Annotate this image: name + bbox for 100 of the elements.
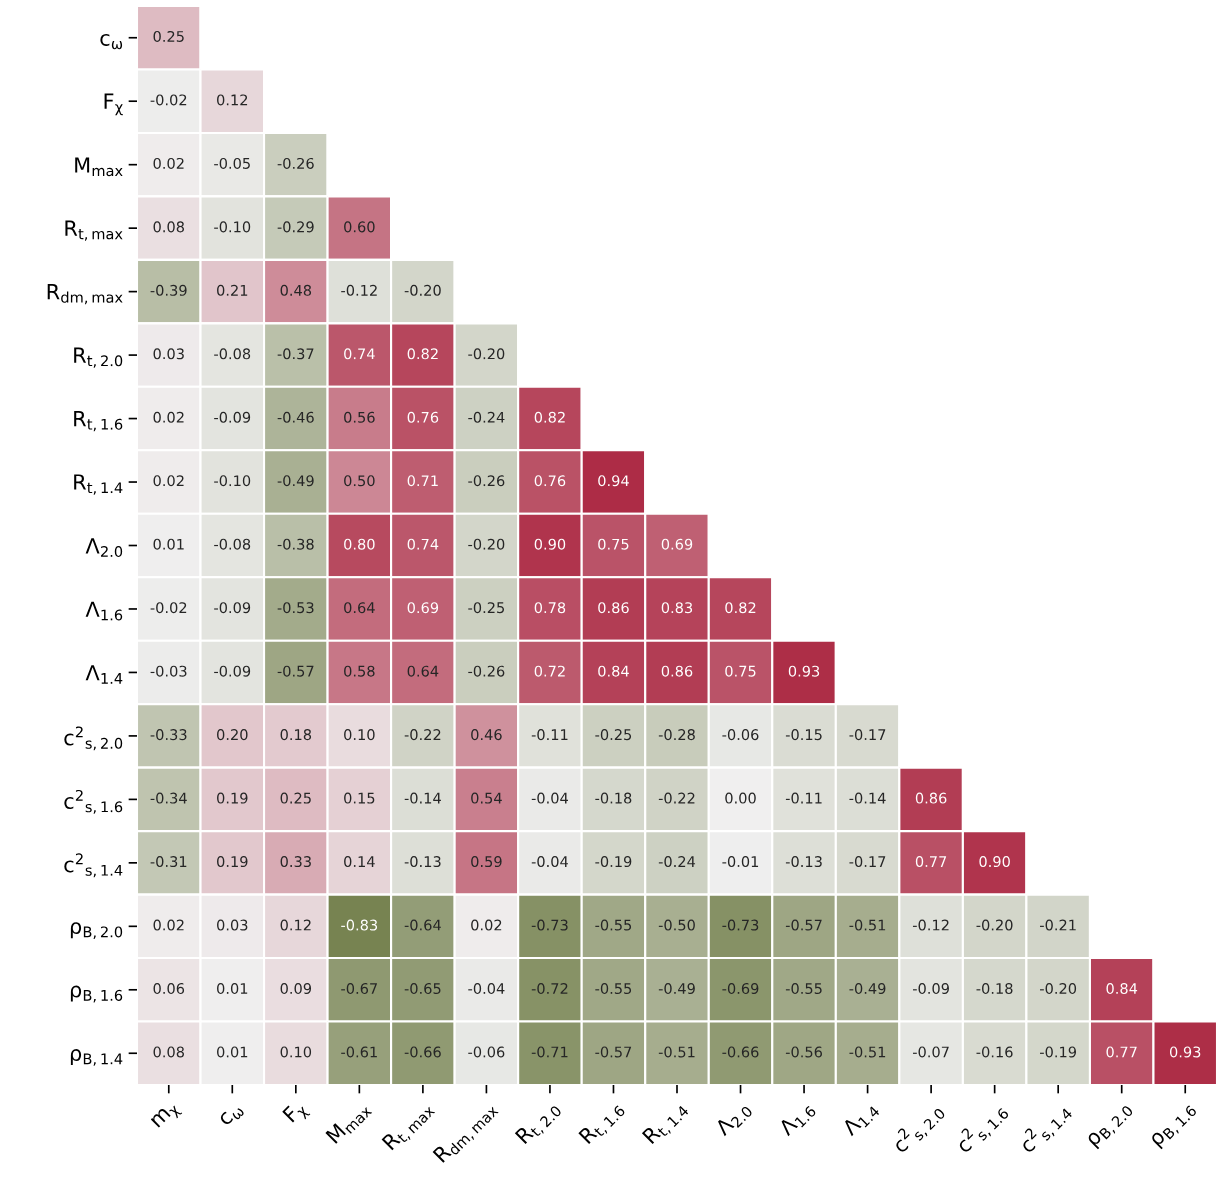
data-label: -0.02 (150, 94, 187, 106)
data-label: 0.90 (534, 538, 566, 550)
data-label: -0.65 (404, 982, 441, 995)
x-tick-label: R$_{t,1.6}$ (578, 1099, 627, 1148)
data-label: -0.17 (849, 729, 886, 741)
data-label: 0.25 (153, 30, 184, 42)
data-label: -0.11 (785, 792, 822, 804)
data-label: 0.93 (1169, 1046, 1201, 1058)
data-label: -0.20 (976, 919, 1013, 931)
data-label: -0.14 (849, 792, 886, 804)
data-label: 0.82 (407, 348, 438, 360)
data-label: -0.08 (214, 538, 251, 550)
data-label: 0.74 (407, 538, 439, 550)
data-label: -0.33 (150, 729, 187, 741)
y-tick-label: ρ$_{B,1.4}$ (70, 1049, 123, 1066)
data-label: -0.06 (468, 1046, 505, 1058)
y-tick-label: R$_{dm,max}$ (47, 284, 123, 305)
data-label: 0.19 (217, 792, 248, 804)
data-label: -0.51 (849, 919, 886, 931)
data-label: 0.14 (344, 856, 375, 868)
data-label: -0.28 (658, 729, 695, 741)
data-label: -0.22 (404, 729, 441, 741)
data-label: -0.55 (595, 919, 632, 931)
data-label: 0.12 (280, 919, 311, 931)
x-tick-label: R$_{t,1.4}$ (641, 1099, 691, 1148)
x-tick-label: Λ$_{1.6}$ (777, 1099, 817, 1139)
data-label: 0.60 (344, 221, 375, 233)
data-label: 0.90 (979, 856, 1010, 868)
data-label: -0.14 (404, 792, 441, 804)
data-label: -0.09 (214, 665, 251, 677)
data-label: 0.20 (217, 729, 248, 741)
data-label: -0.19 (595, 856, 632, 868)
y-tick-label: Λ$_{1.6}$ (85, 601, 123, 621)
data-label: 0.93 (788, 665, 820, 677)
data-label: 0.08 (153, 1046, 184, 1058)
data-label: 0.75 (725, 665, 756, 677)
x-tick-label: c$^{2}$$_{s,1.6}$ (952, 1099, 1011, 1158)
data-label: 0.84 (598, 665, 629, 677)
data-label: -0.19 (1040, 1046, 1077, 1058)
data-label: 0.46 (471, 729, 502, 741)
x-tick-label: F$_{χ}$ (282, 1098, 311, 1128)
data-label: 0.02 (471, 919, 502, 931)
data-label: 0.82 (725, 602, 756, 614)
data-label: -0.06 (722, 729, 759, 741)
data-label: -0.56 (785, 1046, 823, 1058)
data-label: 0.08 (153, 221, 184, 233)
data-label: 0.94 (598, 475, 629, 487)
data-label: -0.26 (468, 665, 505, 677)
data-label: 0.86 (598, 602, 629, 614)
x-tick-label: Λ$_{1.4}$ (841, 1099, 881, 1139)
y-tick-label: M$_{max}$ (75, 157, 123, 177)
data-label: -0.49 (658, 982, 695, 995)
data-label: -0.20 (404, 284, 441, 296)
data-label: 0.10 (344, 729, 375, 741)
data-label: 0.10 (280, 1046, 312, 1058)
data-label: -0.09 (214, 411, 251, 423)
data-label: 0.75 (598, 538, 629, 550)
data-label: -0.08 (214, 348, 251, 360)
data-label: 0.77 (1106, 1046, 1137, 1058)
y-tick-label: Λ$_{1.4}$ (85, 665, 123, 684)
data-label: -0.38 (277, 538, 314, 550)
data-label: 0.76 (407, 411, 439, 423)
data-label: 0.06 (153, 982, 185, 995)
data-label: -0.16 (976, 1046, 1013, 1058)
data-label: -0.57 (277, 665, 314, 677)
data-label: 0.01 (153, 538, 184, 550)
data-label: -0.66 (722, 1046, 759, 1058)
y-tick-label: ρ$_{B,2.0}$ (70, 922, 123, 939)
data-label: 0.33 (280, 856, 311, 868)
data-label: -0.04 (531, 856, 568, 868)
data-label: -0.10 (214, 221, 251, 233)
data-label: -0.72 (531, 982, 568, 995)
data-label: -0.67 (341, 982, 377, 995)
data-label: -0.24 (658, 856, 696, 868)
data-label: 0.69 (407, 602, 439, 614)
data-label: -0.11 (531, 729, 568, 741)
data-label: 0.09 (280, 982, 312, 995)
data-label: 0.15 (344, 792, 375, 804)
x-tick-label: R$_{t,2.0}$ (514, 1099, 564, 1148)
data-label: -0.20 (468, 538, 505, 550)
x-tick-label: c$^{2}$$_{s,2.0}$ (889, 1099, 947, 1158)
data-label: -0.25 (595, 729, 632, 741)
data-label: 0.76 (534, 475, 566, 487)
data-label: 0.03 (153, 348, 184, 360)
data-label: 0.64 (407, 665, 439, 677)
data-label: 0.02 (153, 919, 184, 931)
data-label: -0.12 (912, 919, 949, 931)
data-label: -0.69 (722, 982, 759, 995)
data-label: -0.25 (468, 602, 505, 614)
data-label: -0.13 (785, 856, 822, 868)
data-label: 0.01 (217, 1046, 248, 1058)
y-tick-label: Λ$_{2.0}$ (85, 538, 123, 558)
x-tick-label: c$^{2}$$_{s,1.4}$ (1016, 1099, 1075, 1158)
data-label: -0.17 (849, 856, 886, 868)
data-label: 0.50 (344, 475, 375, 487)
x-tick-label: ρ$_{B,2.0}$ (1086, 1101, 1135, 1150)
data-label: -0.24 (468, 411, 505, 423)
data-label: 0.02 (153, 157, 184, 169)
data-label: 0.74 (344, 348, 375, 360)
data-label: -0.03 (150, 665, 187, 677)
